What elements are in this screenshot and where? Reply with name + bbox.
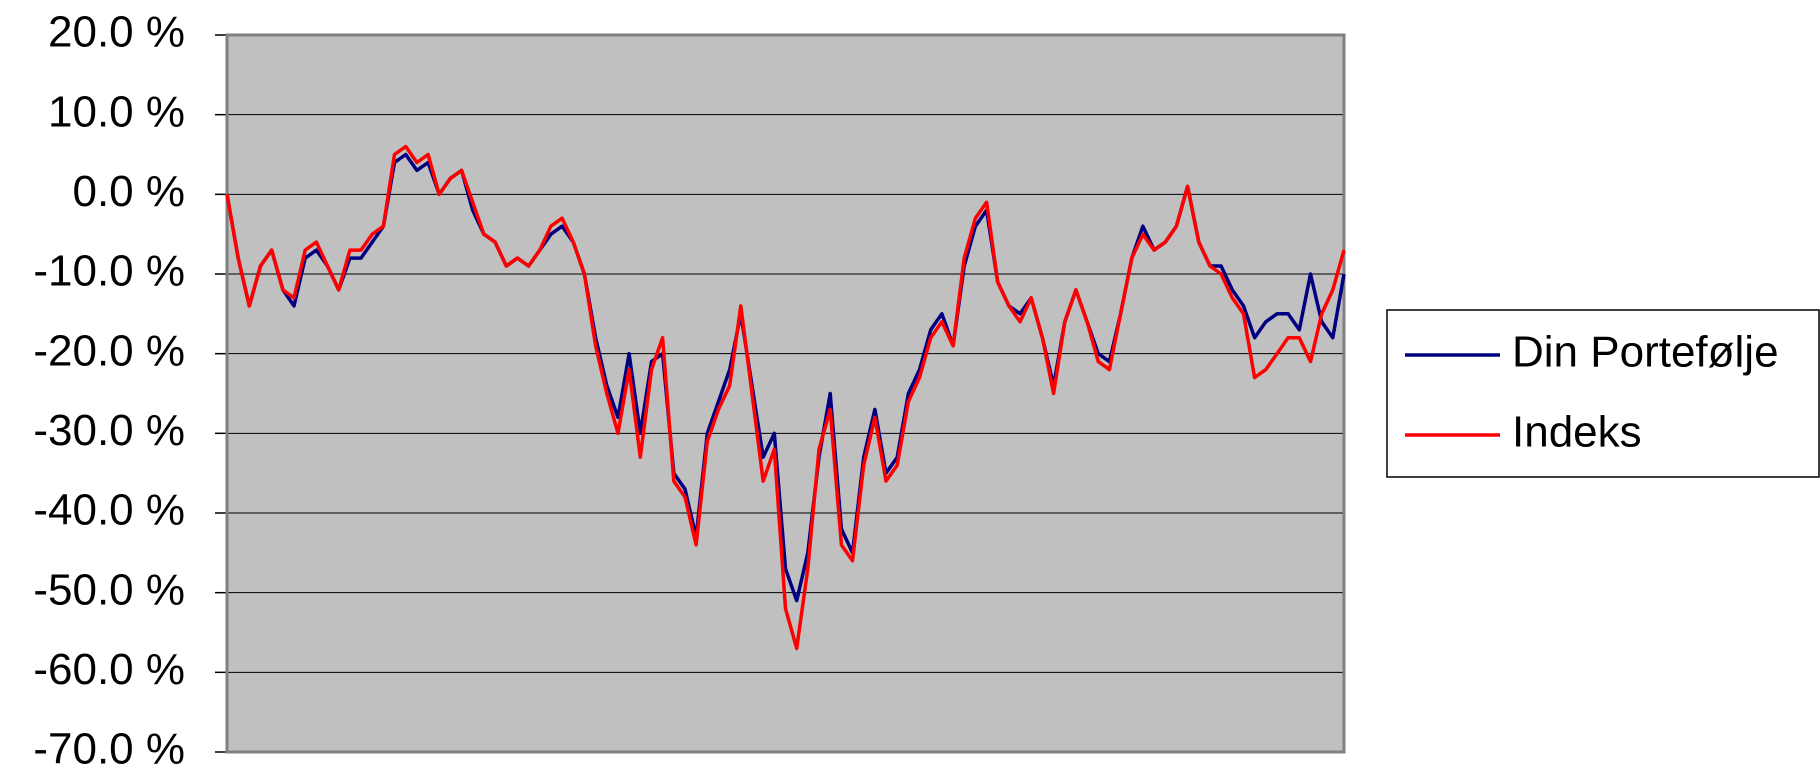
legend-label: Indeks — [1512, 408, 1642, 457]
y-tick-label: -30.0 % — [33, 406, 185, 455]
plot-border — [225, 33, 1346, 754]
y-tick-label: -20.0 % — [33, 326, 185, 375]
plot-area — [227, 35, 1344, 752]
y-tick-label: 20.0 % — [48, 8, 185, 57]
y-tick-label: -50.0 % — [33, 565, 185, 614]
y-tick-label: -60.0 % — [33, 645, 185, 694]
series-line — [225, 144, 1346, 651]
y-tick-label: -70.0 % — [33, 725, 185, 768]
legend-label: Din Portefølje — [1512, 328, 1779, 377]
y-tick-label: -10.0 % — [33, 247, 185, 296]
y-tick-label: 10.0 % — [48, 87, 185, 136]
y-tick-label: -40.0 % — [33, 486, 185, 535]
y-tick-label: 0.0 % — [72, 167, 185, 216]
legend-box — [1386, 309, 1820, 478]
